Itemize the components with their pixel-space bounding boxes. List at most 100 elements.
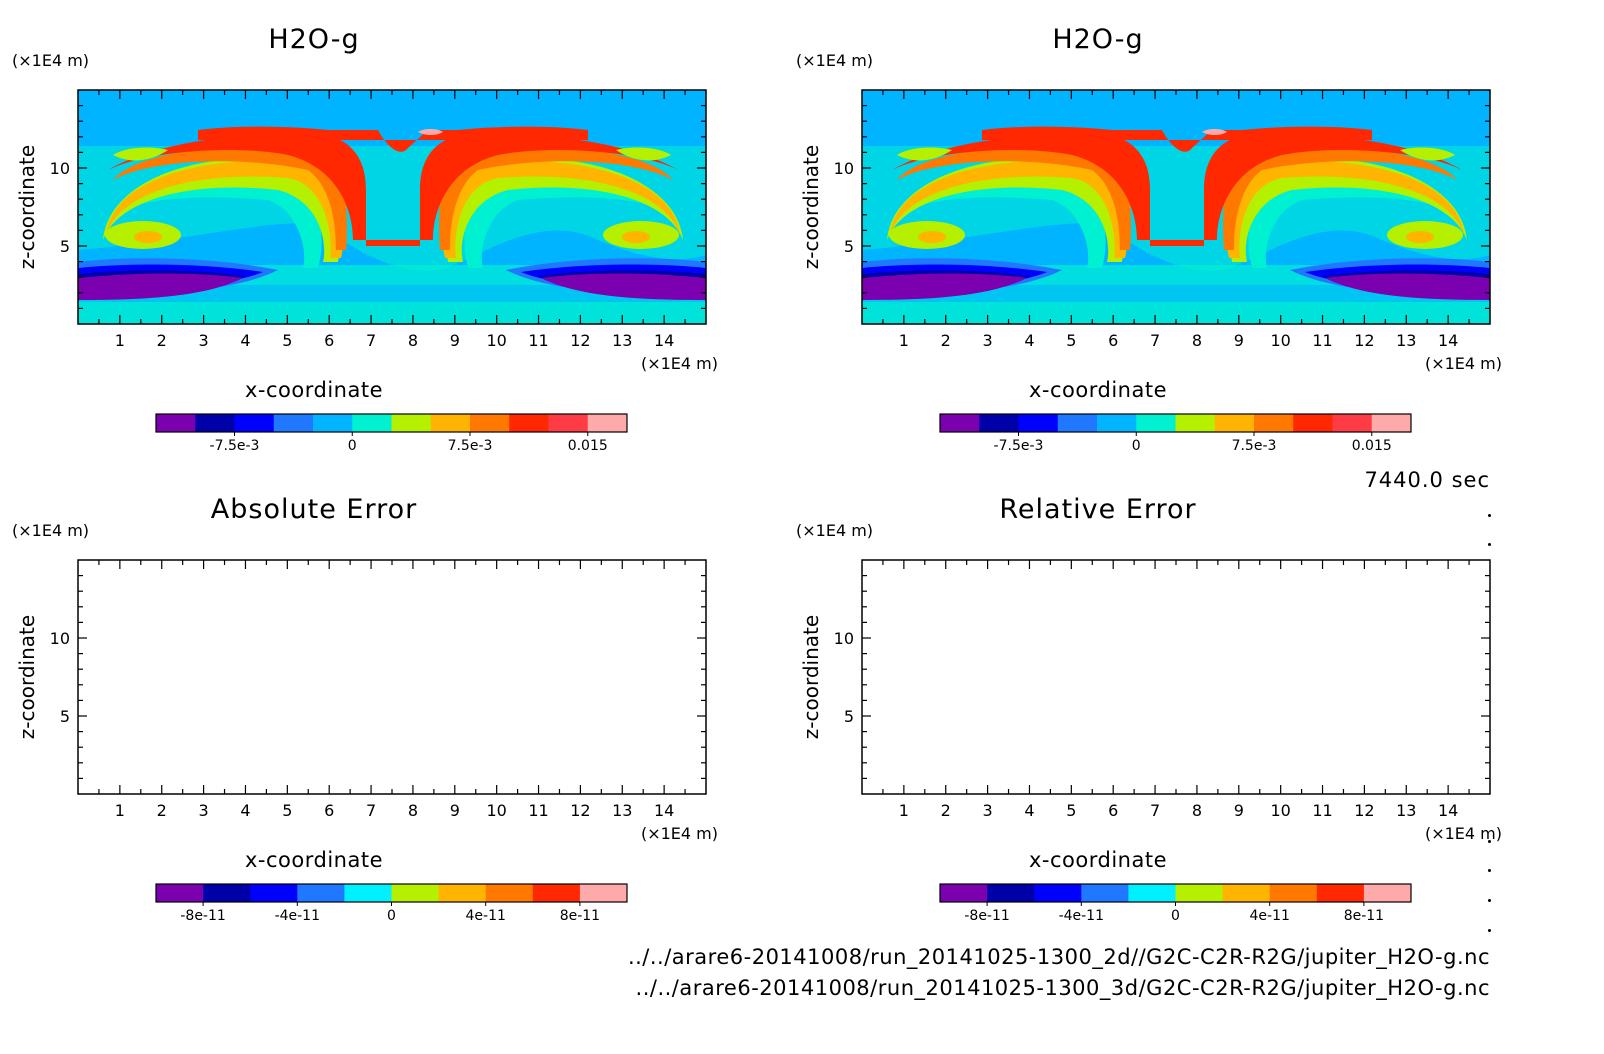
x-tick-label: 9 <box>450 801 460 820</box>
x-axis-unit: (×1E4 m) <box>641 824 718 843</box>
chart-panel-3: Absolute Error(×1E4 m)1 2 3 4 5 6 7 8 9 10 11 12 13 1… <box>12 494 718 924</box>
y-tick-label: 5 <box>844 707 854 726</box>
time-label: 7440.0 sec <box>1364 468 1490 492</box>
x-tick-label: 7 <box>366 331 376 350</box>
colorbar-swatch <box>250 884 298 902</box>
y-tick-label: 5 <box>60 237 70 256</box>
x-axis-label: x-coordinate <box>1029 848 1167 872</box>
chart-title: Relative Error <box>999 494 1196 525</box>
x-tick-label: 2 <box>941 331 951 350</box>
x-axis-label: x-coordinate <box>245 378 383 402</box>
x-tick-label: 8 <box>1192 331 1202 350</box>
chart-panel-1: H2O-g(×1E4 m)1 2 3 4 5 6 7 8 9 10 11 12 13 14510(×1E4… <box>12 24 718 454</box>
x-tick-label: 13 <box>612 801 632 820</box>
colorbar-swatch <box>940 414 980 432</box>
marker-dot <box>1488 543 1491 546</box>
colorbar-tick-label: -7.5e-3 <box>210 438 260 454</box>
colorbar-swatch <box>430 414 471 432</box>
empty-field <box>78 560 706 794</box>
colorbar-swatch <box>1057 414 1098 432</box>
x-tick-label: 6 <box>1108 801 1118 820</box>
file-path-1: ../../arare6-20141008/run_20141025-1300_… <box>627 945 1490 969</box>
colorbar-swatch <box>1175 884 1224 902</box>
x-axis-label: x-coordinate <box>1029 378 1167 402</box>
colorbar-swatch <box>1254 414 1294 432</box>
colorbar-swatch <box>1081 884 1129 902</box>
colorbar-swatch <box>195 414 235 432</box>
x-tick-label: 14 <box>654 801 674 820</box>
x-tick-label: 10 <box>486 331 506 350</box>
x-tick-label: 1 <box>115 801 125 820</box>
colorbar-swatch <box>273 414 314 432</box>
colorbar-swatch <box>391 414 432 432</box>
chart-title: H2O-g <box>1052 24 1143 55</box>
colorbar-tick-label: -4e-11 <box>1059 908 1104 924</box>
x-tick-label: 11 <box>1312 801 1332 820</box>
contour-field <box>862 90 1490 324</box>
x-tick-label: 2 <box>941 801 951 820</box>
x-tick-label: 12 <box>1354 801 1374 820</box>
x-tick-label: 8 <box>408 801 418 820</box>
colorbar-tick-label: -4e-11 <box>275 908 320 924</box>
colorbar-swatch <box>1018 414 1059 432</box>
contour-field <box>78 90 706 324</box>
x-tick-label: 4 <box>240 331 250 350</box>
colorbar-swatch <box>1316 884 1365 902</box>
y-axis-label: z-coordinate <box>799 145 823 269</box>
y-axis-unit: (×1E4 m) <box>12 521 89 540</box>
colorbar-swatch <box>532 884 581 902</box>
x-tick-label: 3 <box>199 331 209 350</box>
x-tick-label: 12 <box>1354 331 1374 350</box>
colorbar-swatch <box>1128 884 1176 902</box>
x-tick-label: 11 <box>528 801 548 820</box>
x-tick-label: 12 <box>570 331 590 350</box>
x-tick-label: 1 <box>899 801 909 820</box>
y-axis-label: z-coordinate <box>799 615 823 739</box>
x-tick-label: 8 <box>408 331 418 350</box>
colorbar-tick-label: 0.015 <box>568 438 608 454</box>
colorbar-swatch <box>297 884 345 902</box>
x-tick-label: 11 <box>1312 331 1332 350</box>
colorbar-tick-label: 4e-11 <box>466 908 506 924</box>
y-axis-label: z-coordinate <box>15 615 39 739</box>
x-tick-label: 4 <box>1024 801 1034 820</box>
colorbar-tick-label: 0.015 <box>1352 438 1392 454</box>
marker-dot <box>1488 869 1491 872</box>
chart-title: Absolute Error <box>211 494 417 525</box>
x-tick-label: 8 <box>1192 801 1202 820</box>
marker-dot <box>1488 899 1491 902</box>
colorbar-swatch <box>391 884 440 902</box>
y-tick-label: 10 <box>50 629 70 648</box>
x-tick-label: 4 <box>240 801 250 820</box>
x-tick-label: 10 <box>486 801 506 820</box>
colorbar-tick-label: 8e-11 <box>1344 908 1384 924</box>
colorbar-tick-label: 8e-11 <box>560 908 600 924</box>
x-tick-label: 13 <box>1396 331 1416 350</box>
x-tick-label: 2 <box>157 331 167 350</box>
x-tick-label: 1 <box>899 331 909 350</box>
colorbar-tick-label: 4e-11 <box>1250 908 1290 924</box>
y-axis-unit: (×1E4 m) <box>796 521 873 540</box>
x-tick-label: 7 <box>1150 801 1160 820</box>
x-tick-label: 11 <box>528 331 548 350</box>
x-tick-label: 5 <box>282 331 292 350</box>
x-tick-label: 1 <box>115 331 125 350</box>
colorbar: -7.5e-3 0 7.5e-3 0.015 <box>155 413 628 454</box>
x-axis-unit: (×1E4 m) <box>1425 824 1502 843</box>
marker-dot <box>1488 840 1491 843</box>
colorbar-swatch <box>1363 884 1412 902</box>
x-tick-label: 6 <box>324 801 334 820</box>
colorbar-swatch <box>1175 414 1216 432</box>
colorbar-swatch <box>203 884 251 902</box>
colorbar-tick-label: -8e-11 <box>180 908 225 924</box>
x-axis-label: x-coordinate <box>245 848 383 872</box>
x-tick-label: 13 <box>612 331 632 350</box>
x-tick-label: 3 <box>983 801 993 820</box>
colorbar: -7.5e-3 0 7.5e-3 0.015 <box>939 413 1412 454</box>
colorbar-swatch <box>344 884 392 902</box>
colorbar-swatch <box>470 414 510 432</box>
y-tick-label: 10 <box>834 629 854 648</box>
empty-field <box>862 560 1490 794</box>
x-tick-label: 2 <box>157 801 167 820</box>
